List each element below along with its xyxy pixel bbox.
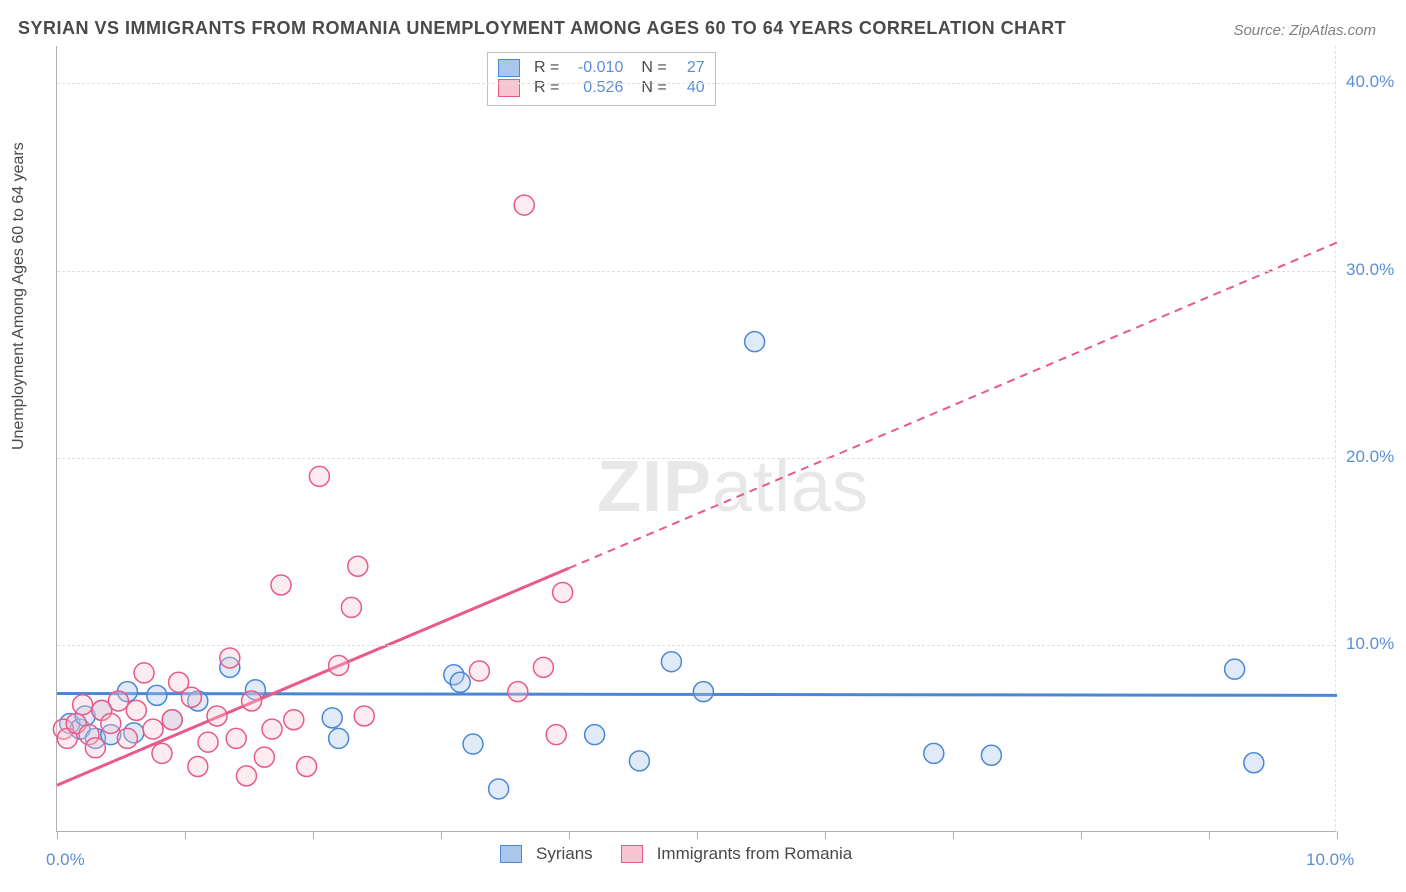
data-point [188, 757, 208, 777]
gridline [57, 83, 1335, 84]
data-point [297, 757, 317, 777]
y-tick-label: 40.0% [1346, 72, 1394, 92]
data-point [629, 751, 649, 771]
data-point [181, 687, 201, 707]
x-tick [57, 831, 58, 839]
data-point [329, 728, 349, 748]
x-tick [1209, 831, 1210, 839]
gridline [57, 458, 1335, 459]
legend-item: Syrians [500, 844, 593, 864]
gridline [57, 271, 1335, 272]
data-point [514, 195, 534, 215]
x-tick [697, 831, 698, 839]
x-tick [313, 831, 314, 839]
trend-line [57, 568, 569, 785]
series-legend: Syrians Immigrants from Romania [500, 844, 852, 864]
data-point [489, 779, 509, 799]
legend-label: Immigrants from Romania [657, 844, 853, 864]
y-tick-label: 10.0% [1346, 634, 1394, 654]
y-tick-label: 20.0% [1346, 447, 1394, 467]
data-point [73, 695, 93, 715]
data-point [143, 719, 163, 739]
x-tick [569, 831, 570, 839]
data-point [236, 766, 256, 786]
gridline [57, 645, 1335, 646]
data-point [147, 685, 167, 705]
data-point [162, 710, 182, 730]
data-point [533, 657, 553, 677]
chart-title: SYRIAN VS IMMIGRANTS FROM ROMANIA UNEMPL… [18, 18, 1066, 39]
data-point [134, 663, 154, 683]
data-point [101, 713, 121, 733]
data-point [450, 672, 470, 692]
plot-area: ZIPatlas R =-0.010 N =27R =0.526 N =40 [56, 46, 1336, 832]
data-point [469, 661, 489, 681]
legend-swatch [621, 845, 643, 863]
data-point [117, 728, 137, 748]
data-point [693, 682, 713, 702]
x-tick [825, 831, 826, 839]
x-tick-label: 0.0% [46, 850, 85, 870]
data-point [126, 700, 146, 720]
data-point [85, 738, 105, 758]
data-point [329, 655, 349, 675]
trend-line-extrapolated [569, 243, 1337, 569]
data-point [354, 706, 374, 726]
data-point [207, 706, 227, 726]
x-tick-label: 10.0% [1306, 850, 1354, 870]
data-point [508, 682, 528, 702]
x-tick [953, 831, 954, 839]
x-tick [441, 831, 442, 839]
y-axis-label: Unemployment Among Ages 60 to 64 years [10, 142, 28, 450]
data-point [745, 332, 765, 352]
data-point [341, 597, 361, 617]
x-tick [1337, 831, 1338, 839]
data-point [254, 747, 274, 767]
data-point [271, 575, 291, 595]
x-tick [1081, 831, 1082, 839]
legend-item: Immigrants from Romania [621, 844, 853, 864]
data-point [1244, 753, 1264, 773]
data-point [242, 691, 262, 711]
data-point [981, 745, 1001, 765]
data-point [198, 732, 218, 752]
data-point [322, 708, 342, 728]
legend-swatch [500, 845, 522, 863]
chart-svg [57, 46, 1335, 831]
data-point [463, 734, 483, 754]
data-point [924, 743, 944, 763]
y-tick-label: 30.0% [1346, 260, 1394, 280]
x-tick [185, 831, 186, 839]
data-point [585, 725, 605, 745]
data-point [284, 710, 304, 730]
data-point [262, 719, 282, 739]
data-point [553, 582, 573, 602]
data-point [348, 556, 368, 576]
data-point [1225, 659, 1245, 679]
data-point [108, 691, 128, 711]
legend-label: Syrians [536, 844, 593, 864]
data-point [661, 652, 681, 672]
data-point [226, 728, 246, 748]
data-point [546, 725, 566, 745]
data-point [220, 648, 240, 668]
data-point [309, 466, 329, 486]
source-attribution: Source: ZipAtlas.com [1233, 22, 1376, 39]
data-point [152, 743, 172, 763]
